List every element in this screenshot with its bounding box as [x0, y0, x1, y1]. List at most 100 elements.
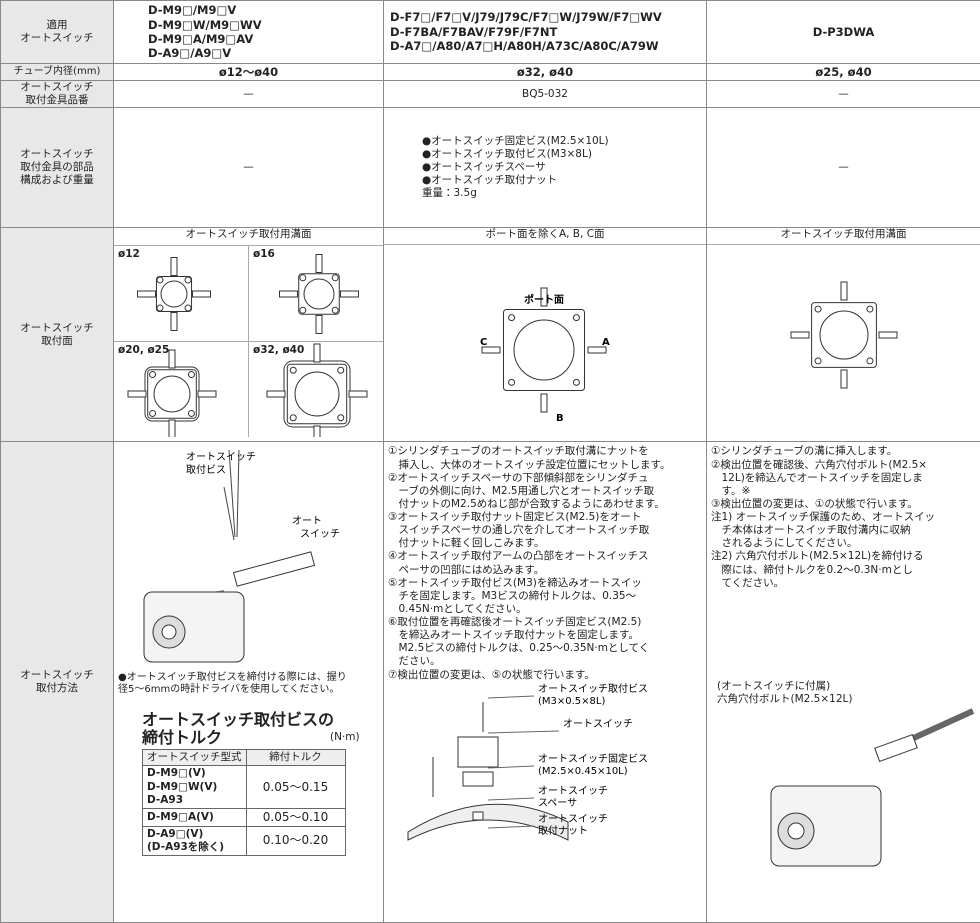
cell: (オートスイッチに付属)六角穴付ボルト(M2.5×12L): [711, 680, 976, 706]
callout: (M2.5×0.45×10L): [538, 766, 628, 777]
text-line: ⑥取付位置を再確認後オートスイッチ固定ビス(M2.5): [388, 616, 702, 629]
cell: オートスイッチ取付金具の部品構成および重量 — ●オートスイッチ固定ビス(M2.…: [1, 108, 980, 228]
face-label: C: [480, 337, 487, 348]
cell: ø16: [249, 245, 383, 341]
cylinder-section: [707, 245, 979, 437]
unit: (N·m): [330, 731, 360, 744]
switch: [349, 391, 367, 397]
text-line: D-A93: [147, 794, 242, 807]
bolt: [338, 415, 344, 421]
torque-row: D-A9□(V)(D-A93を除く)0.10〜0.20: [143, 826, 346, 855]
cell-text: BQ5-032: [384, 81, 707, 108]
bolt: [867, 358, 873, 364]
cell: オートスイッチ取付用溝面: [707, 228, 980, 442]
text-line: 0.45N·mとしてください。: [388, 603, 702, 616]
bolt: [300, 275, 306, 281]
step: ⑦検出位置の変更は、⑤の状態で行います。: [388, 669, 702, 682]
rod: [162, 625, 176, 639]
text-line: を締込みオートスイッチ取付ナットを固定します。: [388, 629, 702, 642]
text-line: オートスイッチ: [1, 322, 113, 335]
cell: オートスイッチ取付面: [1, 228, 114, 442]
switch: [169, 350, 175, 368]
text-line: ●オートスイッチスペーサ: [422, 161, 706, 174]
torque-row: D-M9□A(V)0.05〜0.10: [143, 808, 346, 826]
text-line: (オートスイッチに付属): [717, 680, 976, 693]
bolt: [509, 315, 515, 321]
text-line: ペーサの凹部にはめ込みます。: [388, 564, 702, 577]
cell: オートスイッチ取付金具品番: [1, 81, 114, 108]
rod: [788, 823, 804, 839]
step: 注2) 六角穴付ボルト(M2.5×12L)を締付ける際には、締付トルクを0.2〜…: [711, 550, 976, 589]
cell-text: ø20, ø25: [118, 344, 169, 357]
bore: [154, 376, 190, 412]
cell-text: ø25, ø40: [707, 64, 980, 81]
bore: [514, 320, 574, 380]
cell: オートスイッチ取付金具品番 — BQ5-032 —: [1, 81, 980, 108]
bracket-diagram: オートスイッチ取付ビス(M3×0.5×8L)オートスイッチオートスイッチ固定ビス…: [388, 682, 702, 842]
switch: [169, 420, 175, 437]
cell-text: オートスイッチ取付用溝面: [707, 228, 980, 245]
leader: [488, 798, 534, 800]
text-line: されるようにしてください。: [711, 537, 976, 550]
text-line: D-F7BA/F7BAV/F79F/F7NT: [390, 25, 706, 39]
text-line: ●オートスイッチ取付ナット: [422, 174, 706, 187]
nut: [473, 812, 483, 820]
cell-text: —: [114, 108, 384, 228]
text-line: ーブの外側に向け、M2.5用通し穴とオートスイッチ取: [388, 485, 702, 498]
text-line: ●オートスイッチ取付ビス(M3×8L): [422, 148, 706, 161]
text-line: てください。: [711, 577, 976, 590]
switch: [198, 391, 216, 397]
bolt: [815, 358, 821, 364]
text-line: チを固定します。M3ビスの締付トルクは、0.35〜: [388, 590, 702, 603]
switch: [314, 344, 320, 362]
text-line: 注2) 六角穴付ボルト(M2.5×12L)を締付ける: [711, 550, 976, 563]
switch: [316, 255, 322, 273]
cell: チューブ内径(mm) ø12〜ø40 ø32, ø40 ø25, ø40: [1, 64, 980, 81]
switch: [128, 391, 146, 397]
screwdriver: [229, 450, 235, 537]
bore: [295, 372, 339, 416]
bolt: [300, 307, 306, 313]
switch: [875, 735, 917, 762]
switch: [193, 291, 211, 297]
bolt: [290, 415, 296, 421]
cylinder-illustration: [711, 706, 975, 876]
callout-line: オートスイッチ: [186, 451, 256, 463]
switch: [267, 391, 285, 397]
text-line: チ本体はオートスイッチ取付溝内に収納: [711, 524, 976, 537]
cell: ●オートスイッチ固定ビス(M2.5×10L)●オートスイッチ取付ビス(M3×8L…: [422, 135, 706, 188]
cylinder-section: [482, 288, 606, 412]
cell: ①シリンダチューブのオートスイッチ取付溝にナットを挿入し、大体のオートスイッチ設…: [384, 442, 707, 923]
callout: オートスイッチ取付ビス: [538, 682, 648, 695]
step: ①シリンダチューブのオートスイッチ取付溝にナットを挿入し、大体のオートスイッチ設…: [388, 445, 702, 471]
cell-text: ø12: [118, 248, 140, 261]
cell: D-P3DWA: [707, 1, 980, 64]
bolt: [573, 315, 579, 321]
step: ②オートスイッチスペーサの下部傾斜部をシリンダチューブの外側に向け、M2.5用通…: [388, 472, 702, 511]
cell: ø32, ø40: [249, 341, 383, 437]
callout-line: スイッチ: [300, 528, 340, 540]
text-line: D-P3DWA: [707, 25, 980, 39]
bolt: [509, 380, 515, 386]
torque-cell: 0.05〜0.10: [246, 808, 345, 826]
text-line: オートスイッチ: [1, 81, 113, 94]
cell-text: 締付トルク: [246, 750, 345, 766]
switch: [316, 316, 322, 334]
method-illustration: オートスイッチ取付ビス オートスイッチ: [114, 442, 382, 667]
text-line: 注1) オートスイッチ保護のため、オートスイッ: [711, 511, 976, 524]
cell: オートスイッチ型式締付トルク: [143, 750, 346, 766]
switch: [791, 332, 809, 338]
torque-cell: 0.05〜0.15: [246, 766, 345, 808]
cell: ●オートスイッチ取付ビスを締付ける際には、握り径5〜6mmの時計ドライバを使用し…: [114, 672, 383, 697]
cell: オートスイッチ取付ビスの締付トルク (N·m): [142, 711, 383, 748]
text-line: ②オートスイッチスペーサの下部傾斜部をシリンダチュ: [388, 472, 702, 485]
cell-text: ø16: [253, 248, 275, 261]
cell-text: チューブ内径(mm): [1, 64, 114, 81]
leader: [488, 696, 534, 698]
text-line: ③検出位置の変更は、①の状態で行います。: [711, 498, 976, 511]
bolt: [573, 380, 579, 386]
